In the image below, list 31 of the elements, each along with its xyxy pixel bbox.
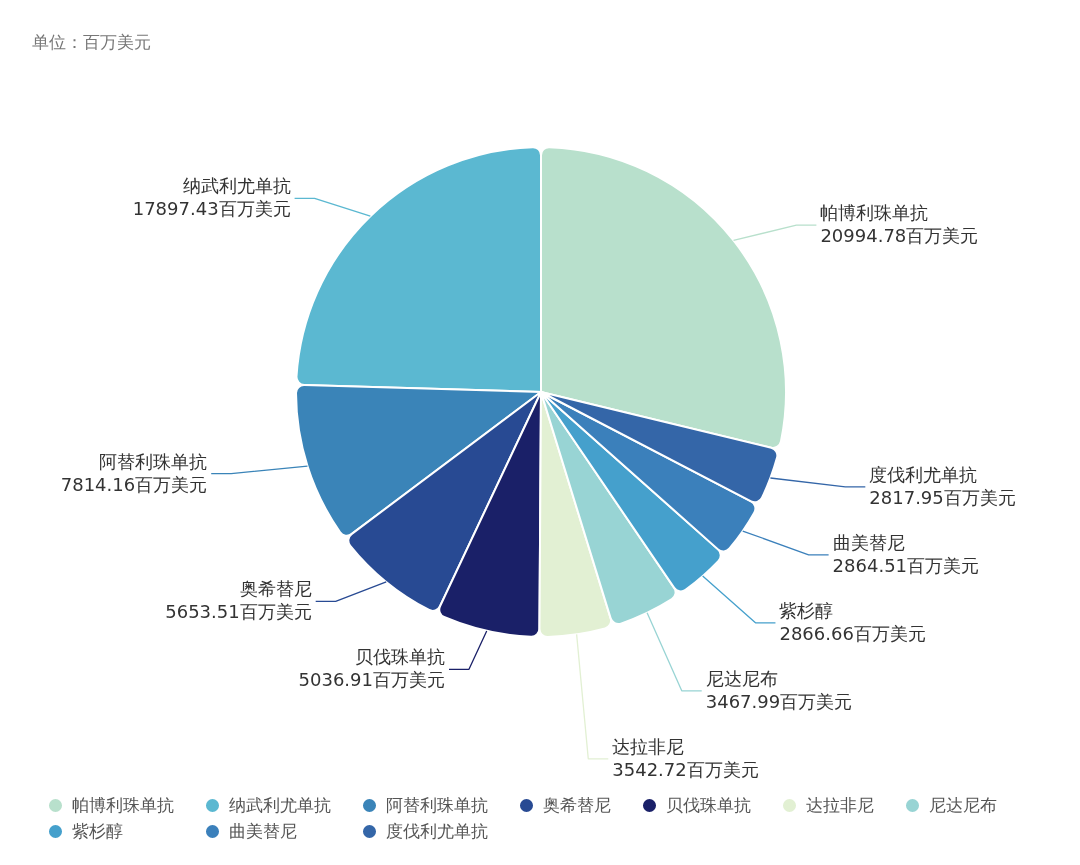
data-label: 2817.95百万美元: [869, 486, 1016, 508]
data-label: 5036.91百万美元: [298, 669, 445, 691]
slice-label: 度伐利尤单抗: [869, 463, 978, 485]
legend-label: 尼达尼布: [929, 794, 997, 815]
slice-label: 贝伐珠单抗: [354, 646, 445, 668]
data-label: 5653.51百万美元: [165, 601, 312, 623]
data-label: 7814.16百万美元: [60, 473, 208, 495]
slice-label: 达拉非尼: [612, 735, 685, 757]
legend-label: 阿替利珠单抗: [386, 794, 488, 815]
data-label: 2864.51百万美元: [832, 554, 980, 576]
data-label: 20994.78百万美元: [820, 225, 979, 247]
legend-label: 贝伐珠单抗: [666, 794, 751, 815]
legend-label: 度伐利尤单抗: [386, 820, 488, 841]
data-label: 2866.66百万美元: [779, 622, 926, 644]
legend-label: 紫杉醇: [72, 820, 123, 841]
slice-label: 纳武利尤单抗: [182, 175, 291, 197]
slice-label: 紫杉醇: [779, 599, 834, 621]
data-label: 3542.72百万美元: [612, 758, 759, 780]
slice-label: 奥希替尼: [239, 578, 312, 600]
legend-label: 达拉非尼: [806, 794, 874, 815]
legend-label: 纳武利尤单抗: [229, 794, 331, 815]
text: 单位：百万美元: [32, 32, 151, 52]
slice-label: 阿替利珠单抗: [99, 450, 208, 472]
slice-label: 帕博利珠单抗: [820, 202, 929, 224]
legend-label: 曲美替尼: [229, 820, 297, 841]
slice-label: 尼达尼布: [705, 667, 778, 689]
data-label: 3467.99百万美元: [705, 690, 853, 712]
data-label: 17897.43百万美元: [132, 198, 291, 220]
legend-label: 奥希替尼: [543, 794, 611, 815]
legend-label: 帕博利珠单抗: [72, 794, 174, 815]
slice-label: 曲美替尼: [832, 531, 905, 553]
